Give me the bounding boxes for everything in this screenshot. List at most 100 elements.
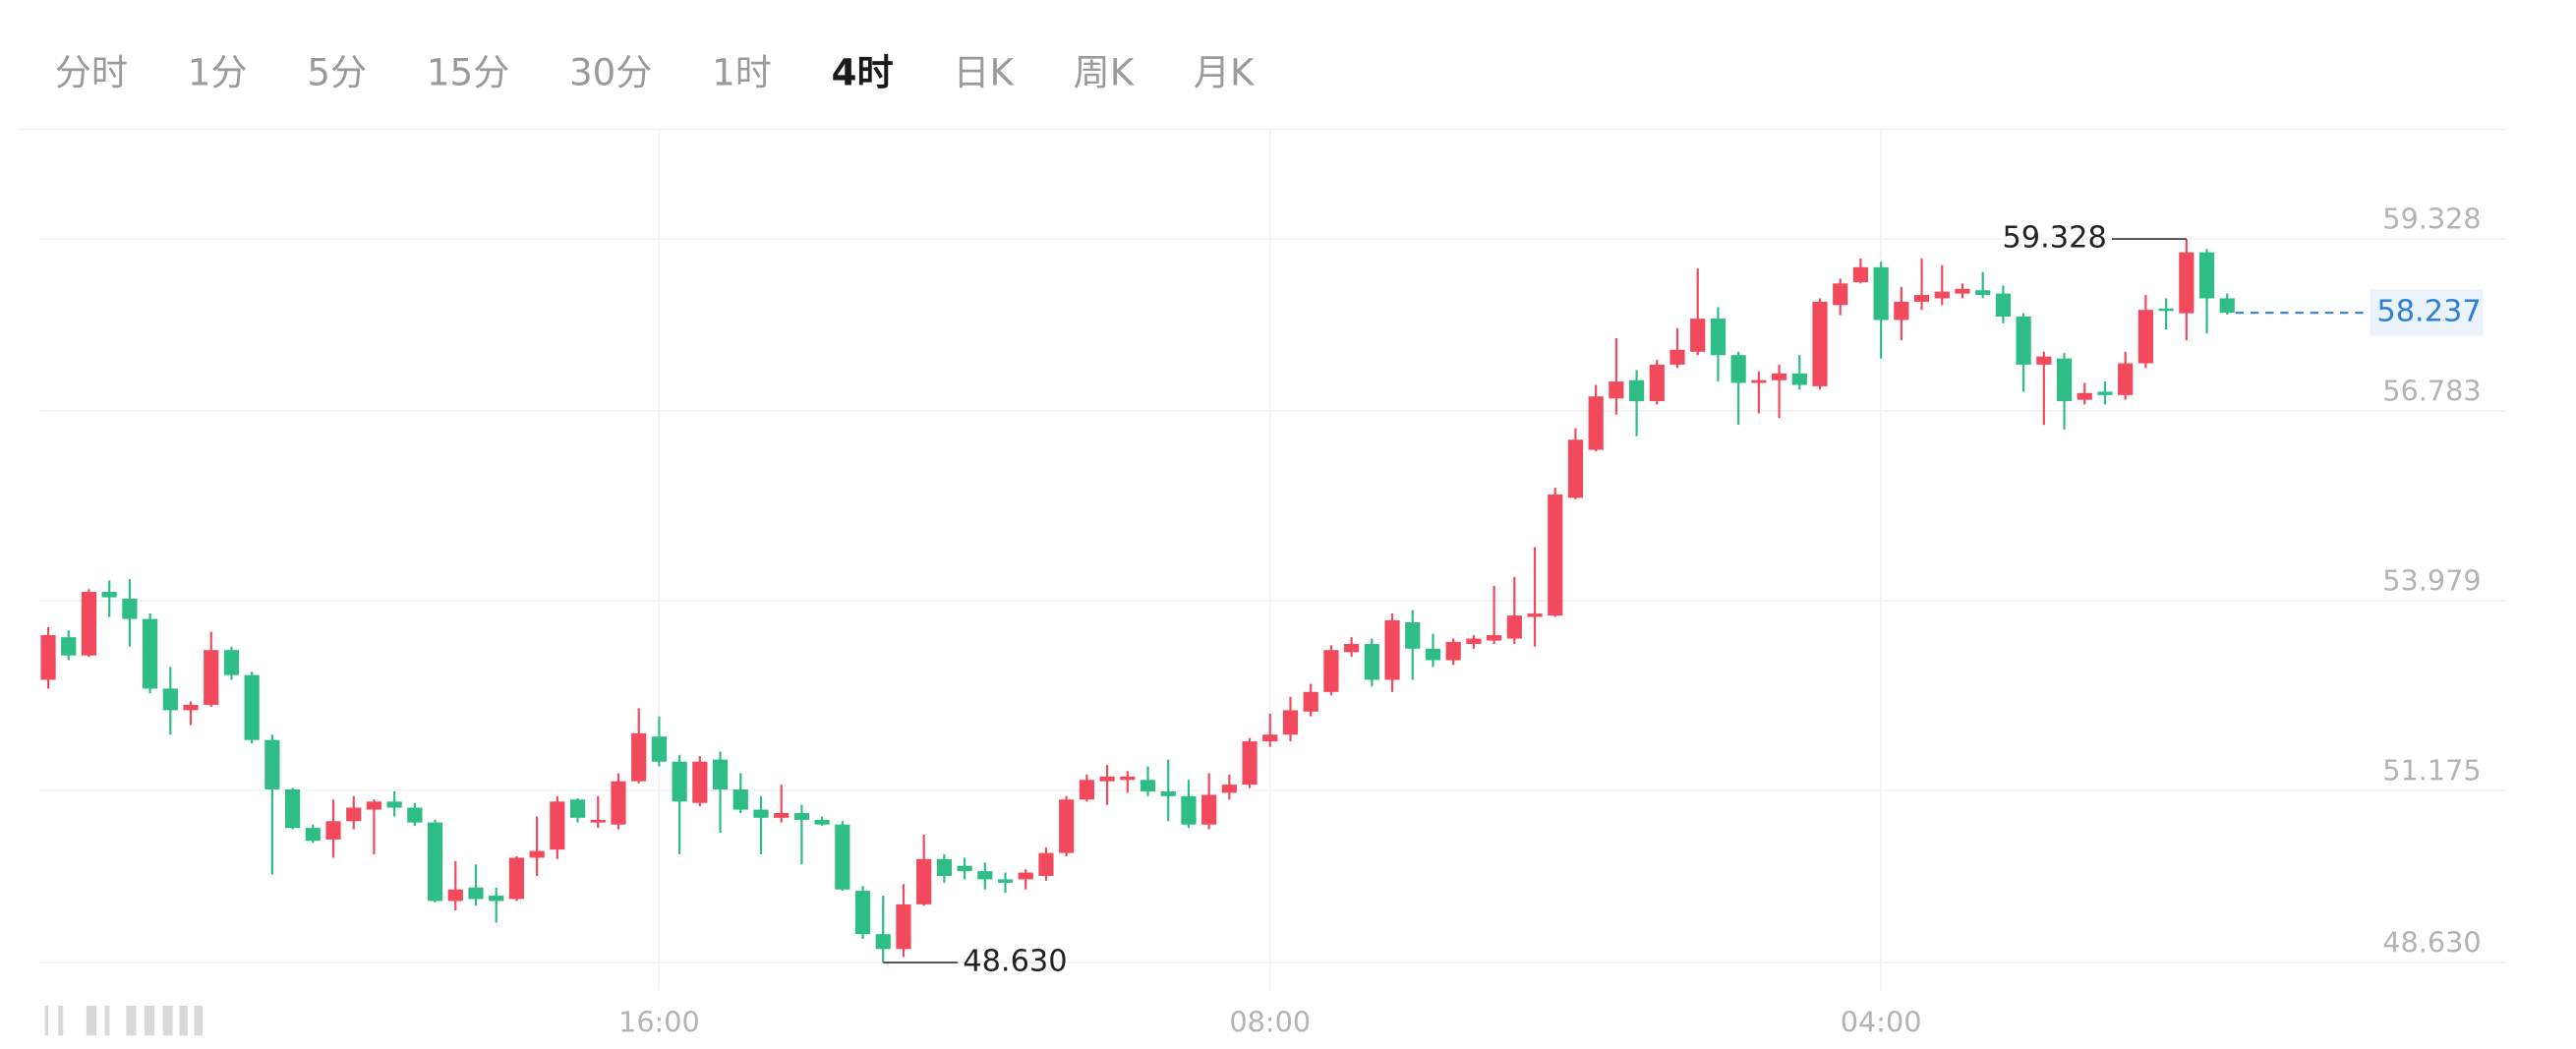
candle-body	[712, 759, 729, 789]
candle-body	[916, 858, 932, 904]
timeframe-tab[interactable]: 日K	[953, 51, 1015, 93]
candle-body	[550, 801, 565, 850]
candle-body	[1791, 373, 1807, 385]
candle-body	[427, 822, 443, 902]
candle-body	[1751, 379, 1767, 383]
candle-body	[774, 813, 790, 818]
candle-body	[1934, 291, 1950, 299]
candle-body	[1730, 355, 1746, 383]
candle-body	[753, 809, 769, 818]
candle-body	[1120, 776, 1136, 781]
candle-body	[1588, 396, 1604, 450]
candle-body	[1852, 266, 1869, 282]
candle-body	[1812, 301, 1828, 386]
y-tick-label: 59.328	[2382, 202, 2481, 235]
candle-body	[875, 934, 891, 950]
candle-body	[793, 813, 809, 820]
candle-body	[1344, 644, 1360, 653]
candle-body	[1466, 638, 1482, 645]
candle-body	[1262, 734, 1278, 742]
candle-body	[244, 674, 260, 740]
candle-body	[1221, 785, 1237, 793]
candle-body	[366, 801, 382, 810]
candle-body	[569, 799, 586, 818]
candle-body	[1059, 799, 1075, 853]
candle-body	[101, 592, 117, 598]
candle-body	[2097, 391, 2113, 395]
candle-body	[1913, 295, 1930, 302]
candle-body	[1181, 795, 1197, 825]
candle-body	[1425, 648, 1441, 661]
candle-body	[40, 635, 56, 680]
candle-body	[1160, 791, 1176, 796]
candle-body	[2118, 363, 2134, 395]
candle-body	[447, 889, 463, 902]
candle-body	[1669, 349, 1685, 365]
candle-body	[1303, 691, 1318, 712]
candle-body	[1710, 319, 1727, 356]
y-tick-label: 53.979	[2382, 563, 2481, 597]
candle-body	[936, 858, 952, 876]
candle-body	[631, 732, 647, 782]
candle-body	[2077, 392, 2092, 400]
candle-body	[854, 891, 871, 935]
candle-body	[2179, 252, 2195, 314]
timeframe-tab[interactable]: 1时	[712, 51, 772, 93]
candle-body	[1649, 364, 1665, 402]
candle-body	[284, 788, 301, 829]
timeframe-tab[interactable]: 30分	[569, 51, 652, 93]
candle-body	[1995, 293, 2011, 318]
y-tick-label: 56.783	[2382, 375, 2481, 408]
candle-body	[651, 736, 668, 762]
candle-body	[143, 618, 158, 689]
candle-body	[2056, 358, 2073, 402]
candle-body	[1487, 635, 1502, 641]
timeframe-tab[interactable]: 月K	[1194, 51, 1256, 93]
candle-body	[386, 801, 402, 808]
candle-body	[814, 819, 830, 825]
last-price-label: 58.237	[2376, 295, 2481, 329]
candle-body	[1242, 741, 1258, 786]
candle-body	[835, 824, 850, 890]
candle-body	[264, 739, 280, 789]
candle-body	[1506, 615, 1522, 639]
candle-body	[1975, 290, 1991, 296]
candle-body	[611, 781, 626, 825]
candle-body	[896, 903, 911, 950]
candle-body	[1384, 619, 1400, 680]
candle-body	[1038, 852, 1054, 876]
timeframe-tab[interactable]: 1分	[188, 51, 248, 93]
min-label: 48.630	[963, 945, 1067, 979]
candle-body	[1201, 794, 1217, 825]
candle-body	[732, 788, 748, 810]
timeframe-tab[interactable]: 15分	[427, 51, 509, 93]
candle-body	[1628, 379, 1645, 402]
candle-body	[590, 819, 606, 823]
timeframe-tab[interactable]: 分时	[55, 51, 128, 93]
candle-body	[1282, 710, 1299, 735]
candle-body	[2036, 356, 2052, 365]
timeframe-tab[interactable]: 4时	[832, 51, 894, 93]
candle-body	[1405, 622, 1421, 649]
candle-body	[1323, 650, 1339, 692]
candle-body	[1833, 283, 1848, 306]
candle-body	[1609, 381, 1624, 399]
candle-body	[1567, 439, 1584, 498]
candle-body	[1445, 641, 1461, 661]
x-tick-label: 08:00	[1229, 1006, 1311, 1039]
candle-body	[1018, 872, 1033, 880]
candle-body	[1527, 613, 1543, 617]
candle-body	[1771, 373, 1787, 380]
candle-body	[508, 857, 525, 900]
candle-body	[957, 865, 972, 872]
max-label: 59.328	[2002, 221, 2106, 256]
candle-body	[223, 650, 240, 675]
candle-body	[2016, 317, 2031, 365]
candle-body	[997, 879, 1014, 883]
timeframe-tab[interactable]: 5分	[307, 51, 367, 93]
candle-body	[61, 637, 77, 656]
candle-body	[1690, 319, 1706, 352]
timeframe-tab[interactable]: 周K	[1074, 51, 1136, 93]
x-tick-label: 16:00	[618, 1006, 700, 1039]
candle-body	[1099, 776, 1115, 782]
